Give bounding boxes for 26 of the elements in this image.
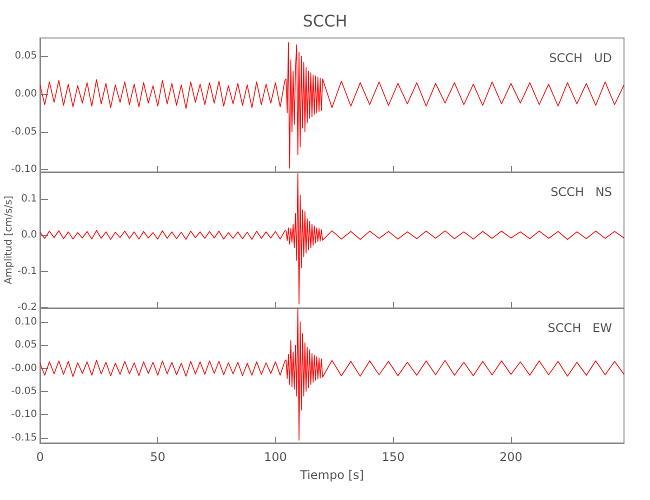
x-tick-label: 50	[150, 450, 166, 464]
x-tick-label: 200	[500, 450, 522, 464]
y-tick-label: -0.10	[11, 164, 37, 176]
y-tick-label: -0.2	[17, 302, 37, 314]
annotation: SCCH NS	[550, 185, 612, 199]
annotation: SCCH EW	[548, 321, 612, 335]
y-tick-label: 0.0	[21, 230, 37, 241]
y-tick-label: -0.10	[11, 409, 37, 420]
y-axis-title: Amplitud [cm/s/s]	[4, 196, 14, 284]
y-tick-label: -0.00	[11, 362, 37, 374]
y-tick-label: -0.1	[17, 266, 37, 277]
x-tick-label: 150	[382, 450, 405, 464]
annotation: SCCH UD	[549, 51, 612, 65]
y-tick-label: -0.05	[11, 126, 37, 138]
y-tick-label: 0.1	[21, 193, 37, 204]
line-series	[40, 42, 624, 169]
y-tick-label: 0.05	[14, 50, 37, 62]
y-tick-label: -0.05	[11, 386, 37, 398]
y-tick-label: 0.10	[14, 316, 37, 328]
y-tick-label: 0.05	[14, 340, 37, 351]
x-tick-label: 100	[264, 450, 287, 464]
x-tick-label: 0	[36, 450, 44, 464]
y-tick-label: -0.15	[11, 432, 37, 444]
y-tick-label: 0.00	[14, 88, 37, 100]
x-axis-title: Tiempo [s]	[299, 468, 364, 482]
chart-title: SCCH	[302, 12, 348, 30]
